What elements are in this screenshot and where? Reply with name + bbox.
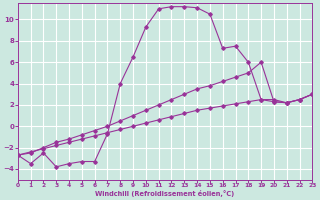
X-axis label: Windchill (Refroidissement éolien,°C): Windchill (Refroidissement éolien,°C) bbox=[95, 190, 235, 197]
